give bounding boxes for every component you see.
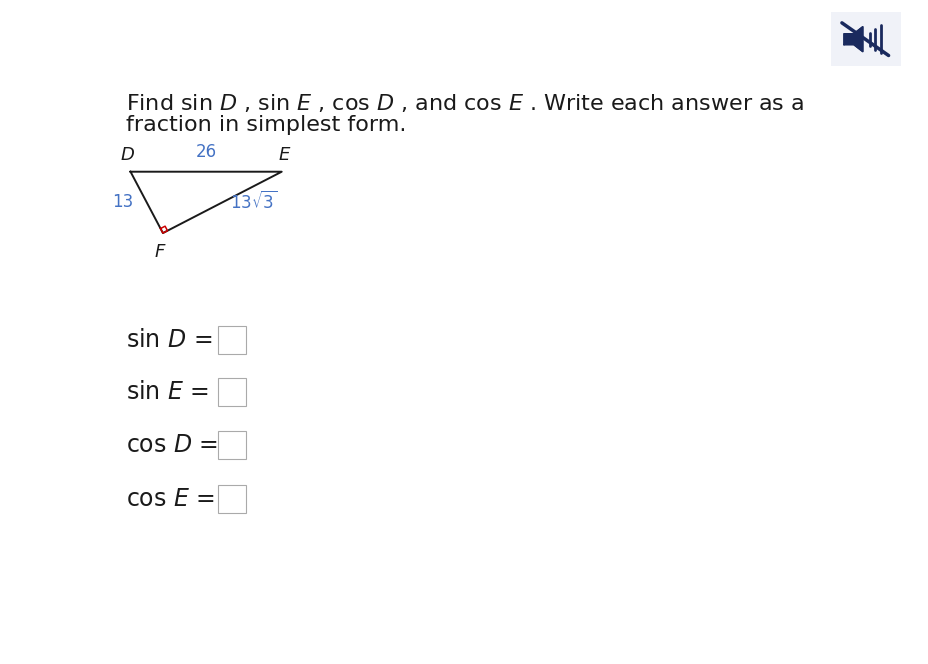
Text: Find sin $D$ , sin $E$ , cos $D$ , and cos $E$ . Write each answer as a: Find sin $D$ , sin $E$ , cos $D$ , and c… bbox=[126, 92, 804, 114]
Text: 13: 13 bbox=[112, 193, 134, 211]
Text: $F$: $F$ bbox=[154, 243, 166, 262]
Bar bbox=[218, 485, 245, 513]
Text: cos $E$ =: cos $E$ = bbox=[126, 487, 215, 511]
Text: sin $D$ =: sin $D$ = bbox=[126, 329, 213, 353]
Bar bbox=[218, 431, 245, 459]
Text: 26: 26 bbox=[196, 143, 216, 161]
Bar bbox=[218, 378, 245, 406]
Bar bbox=[218, 327, 245, 355]
Text: $E$: $E$ bbox=[277, 145, 291, 163]
Polygon shape bbox=[844, 27, 862, 52]
Text: $13\sqrt{3}$: $13\sqrt{3}$ bbox=[229, 191, 277, 213]
Text: cos $D$ =: cos $D$ = bbox=[126, 433, 218, 457]
FancyBboxPatch shape bbox=[828, 10, 903, 68]
Text: $D$: $D$ bbox=[120, 145, 135, 163]
Text: fraction in simplest form.: fraction in simplest form. bbox=[126, 115, 406, 135]
Text: sin $E$ =: sin $E$ = bbox=[126, 380, 209, 404]
